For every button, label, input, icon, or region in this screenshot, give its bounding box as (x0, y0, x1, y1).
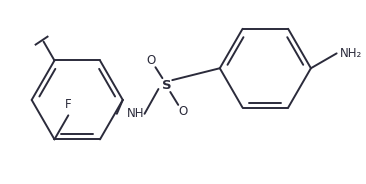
Text: NH₂: NH₂ (340, 47, 362, 60)
Text: S: S (161, 79, 171, 92)
Text: O: O (146, 54, 155, 67)
Text: O: O (179, 105, 188, 118)
Text: NH: NH (127, 107, 144, 120)
Text: F: F (65, 98, 72, 111)
